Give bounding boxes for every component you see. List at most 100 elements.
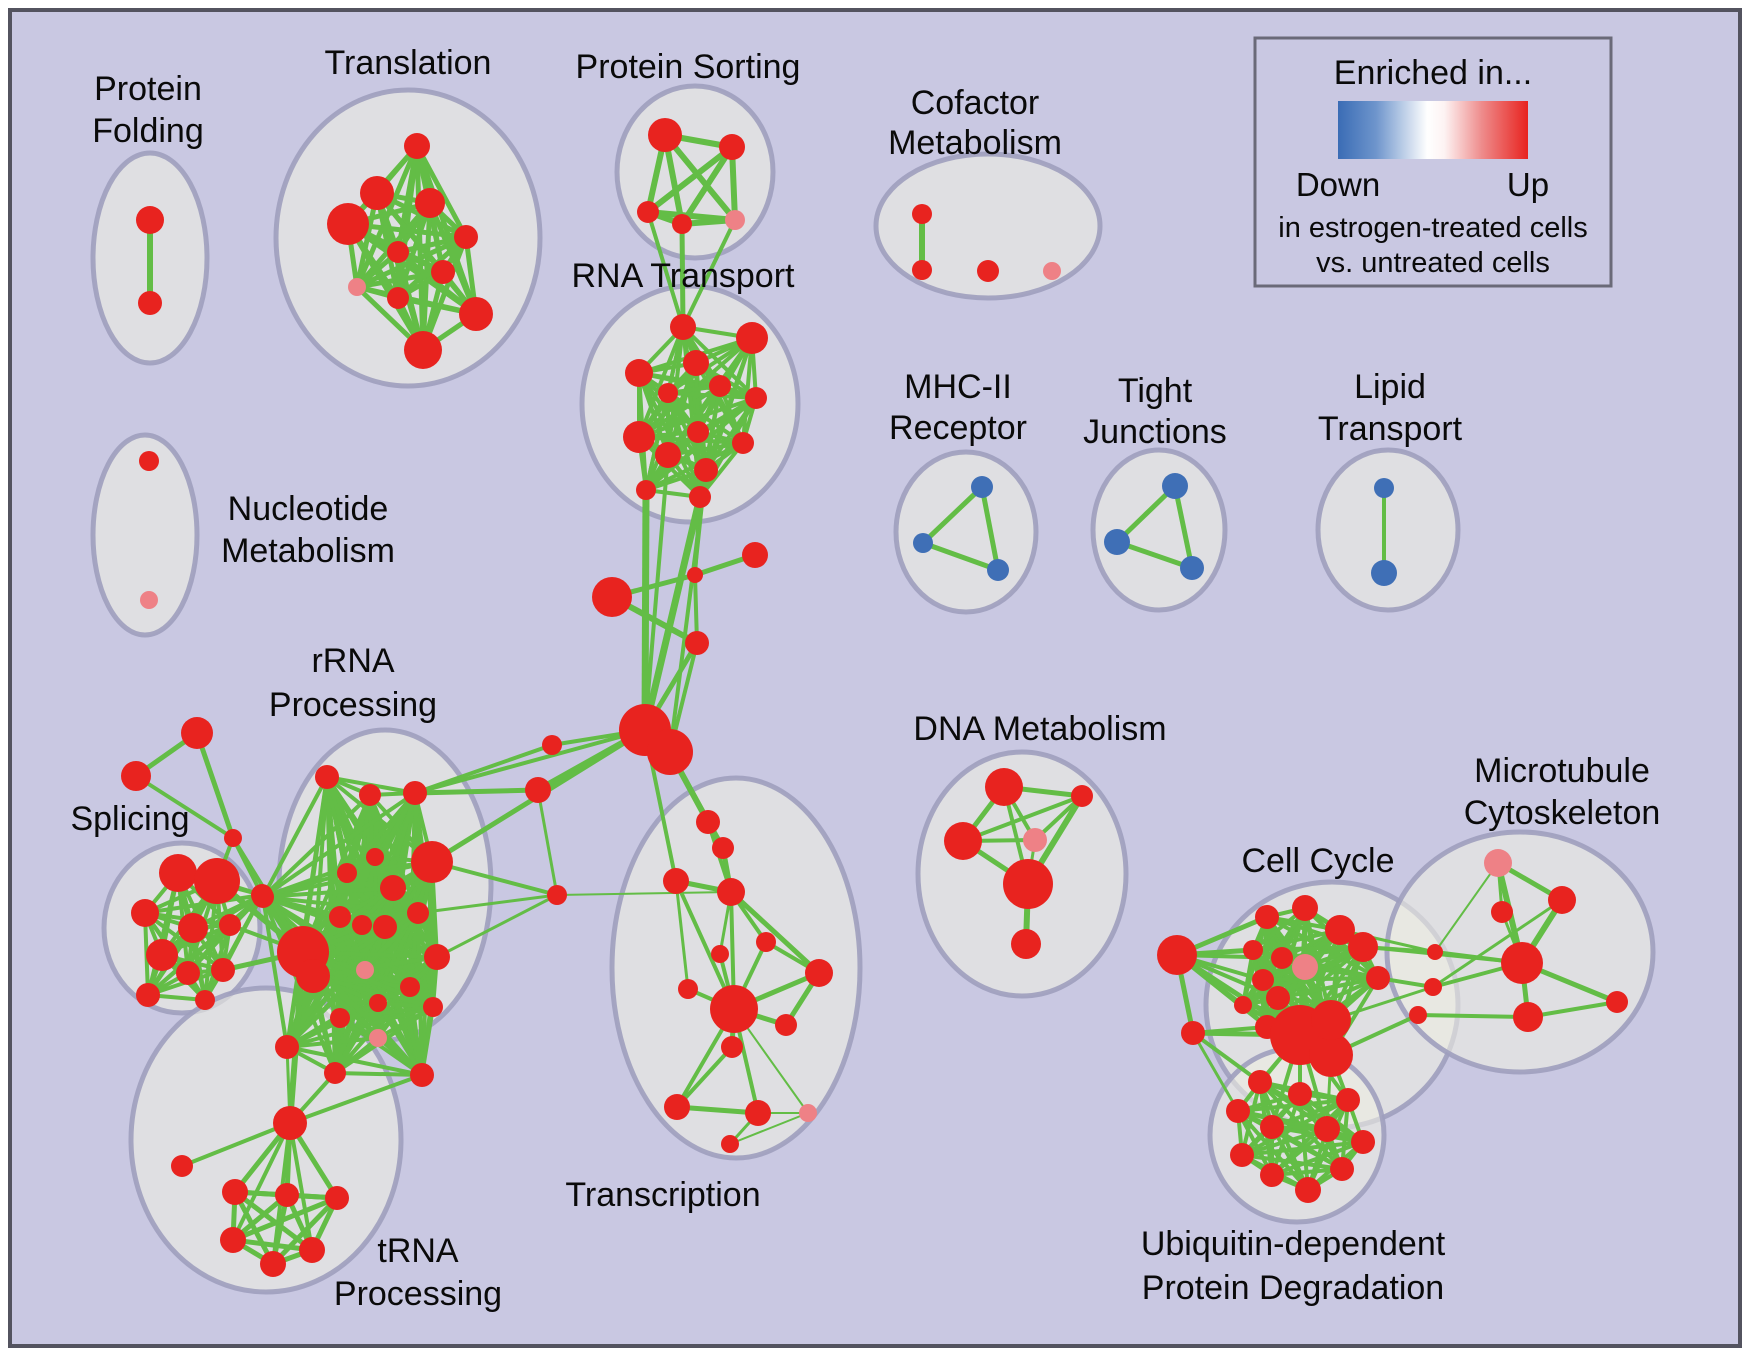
pathway-node [369,994,387,1012]
pathway-node [658,383,678,403]
pathway-node [222,1179,248,1205]
edge [194,730,236,841]
pathway-node [694,458,718,482]
pathway-node [712,837,734,859]
edge [354,269,446,290]
pathway-node [1371,560,1397,586]
pathway-node [454,225,478,249]
edge [1416,1013,1530,1019]
pathway-node [1003,859,1053,909]
pathway-node [1548,886,1576,914]
pathway-node [410,1063,434,1087]
edge [1270,1140,1365,1177]
pathway-node [742,542,768,568]
edge [1191,1031,1240,1113]
pathway-node [721,1036,743,1058]
pathway-node [131,899,159,927]
pathway-node [685,631,709,655]
pathway-node [1409,1006,1427,1024]
edge [1191,1025,1269,1035]
edge [1114,483,1178,545]
pathway-node [689,486,711,508]
cluster-label-microtubule-cytoskeleton: Cytoskeleton [1464,794,1661,832]
pathway-node [623,421,655,453]
edge [920,484,985,546]
edge [261,791,417,899]
edge [413,728,647,795]
pathway-node [1104,529,1130,555]
pathway-node [404,331,442,369]
pathway-node [1295,1177,1321,1203]
pathway-node [625,359,653,387]
pathway-node [944,822,982,860]
pathway-node [260,1251,286,1277]
pathway-node [407,902,429,924]
edge [231,1121,292,1242]
edge [1240,1127,1329,1157]
cluster-label-tight-junctions: Junctions [1083,413,1227,451]
edge [435,893,559,959]
pathway-node [1606,991,1628,1013]
edge [1434,862,1499,953]
pathway-node [547,885,567,905]
edge [637,396,758,439]
legend-caption-line1: in estrogen-treated cells [1278,212,1588,244]
pathway-node [352,915,372,935]
pathway-node [195,990,215,1010]
pathway-node [1288,1082,1312,1106]
legend-title: Enriched in... [1334,54,1532,92]
cluster-label-splicing: Splicing [70,800,189,838]
pathway-node [299,1237,325,1263]
edge [1431,898,1564,989]
pathway-node [139,451,159,471]
pathway-node [325,1186,349,1210]
edge [285,1036,380,1049]
pathway-node [337,863,357,883]
edge [674,1104,761,1116]
edge [311,974,424,1077]
cluster-label-rna-transport: RNA Transport [572,257,796,295]
pathway-node [1427,944,1443,960]
edge [1172,483,1195,571]
pathway-node [745,1100,771,1126]
legend-gradient-bar [1338,101,1528,159]
pathway-node [1348,932,1378,962]
pathway-node [1181,1021,1205,1045]
pathway-node [431,260,455,284]
pathway-node [647,729,693,775]
pathway-node [1501,942,1543,984]
pathway-node [709,375,731,397]
pathway-node [1309,1033,1353,1077]
pathway-node [324,1062,346,1084]
legend-box [1253,36,1613,288]
pathway-node [636,480,656,500]
pathway-node [415,188,445,218]
edge [674,879,690,991]
nodes-layer [121,118,1628,1277]
edge [230,1195,340,1243]
edge [643,453,670,732]
pathway-node [670,314,696,340]
cluster-label-nucleotide-metabolism: Metabolism [221,532,395,570]
pathway-node [424,944,450,970]
pathway-node [273,1106,307,1140]
edge [376,1001,424,1077]
edge [646,210,685,329]
pathway-node [146,939,178,971]
pathway-node [359,784,381,806]
edge [1114,539,1195,571]
pathway-node [220,1227,246,1253]
pathway-node [985,768,1023,806]
edge [261,775,329,899]
cluster-label-cofactor-metabolism: Cofactor [911,84,1040,122]
cluster-label-mhc-ii-receptor: MHC-II [904,368,1012,406]
cluster-label-tight-junctions: Tight [1118,372,1193,410]
cluster-label-ubiquitin-degradation: Protein Degradation [1142,1269,1444,1307]
pathway-node [1260,1115,1284,1139]
pathway-node [721,1135,739,1153]
pathway-node [423,997,443,1017]
pathway-node [1230,1143,1254,1167]
edge [681,218,737,329]
pathway-node [987,559,1009,581]
